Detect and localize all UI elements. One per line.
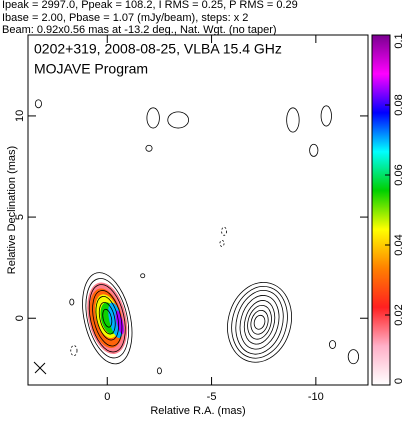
contour xyxy=(145,144,153,152)
contour xyxy=(146,107,160,129)
x-tick-label: 0 xyxy=(104,391,110,403)
colorbar-tick-label: 0.02 xyxy=(393,304,405,325)
contour xyxy=(69,298,75,306)
chart-title: 0202+319, 2008-08-25, VLBA 15.4 GHz xyxy=(34,41,282,57)
contour xyxy=(140,273,146,279)
beam xyxy=(33,361,47,375)
contour xyxy=(34,99,42,109)
y-tick-label: 0 xyxy=(14,315,26,321)
contour xyxy=(156,367,162,375)
colorbar-tick-label: 0.1 xyxy=(393,33,405,48)
contour xyxy=(286,107,300,133)
contour xyxy=(329,340,337,349)
header-line: Beam: 0.92x0.56 mas at -13.2 deg., Nat. … xyxy=(2,24,277,36)
x-axis-label: Relative R.A. (mas) xyxy=(150,405,245,417)
contour xyxy=(250,309,269,335)
x-tick-label: -10 xyxy=(308,391,324,403)
y-tick-label: 5 xyxy=(14,214,26,220)
y-tick-label: 10 xyxy=(14,110,26,122)
x-tick-label: -5 xyxy=(207,391,217,403)
plot-frame xyxy=(27,34,369,386)
contour xyxy=(309,143,319,157)
contour xyxy=(82,272,133,365)
colorbar xyxy=(371,34,391,386)
colorbar-tick-label: 0.06 xyxy=(393,164,405,185)
contour xyxy=(98,301,116,335)
contour xyxy=(243,300,276,345)
contour xyxy=(247,305,272,340)
contour xyxy=(88,284,126,353)
colorbar-tick-label: 0.08 xyxy=(393,94,405,115)
contour xyxy=(239,295,280,350)
contour xyxy=(221,226,227,236)
colorbar-tick-label: 0.04 xyxy=(393,234,405,255)
contour xyxy=(347,349,360,365)
contour xyxy=(85,278,130,359)
contour xyxy=(70,345,78,357)
header-line: Ipeak = 2997.0, Ppeak = 108.2, I RMS = 0… xyxy=(2,0,298,11)
contour xyxy=(102,308,113,328)
contour xyxy=(231,286,288,359)
colorbar-tick-label: 0 xyxy=(393,378,405,384)
contour xyxy=(92,290,123,347)
beam-minor xyxy=(34,362,46,374)
y-axis-label: Relative Declination (mas) xyxy=(6,146,18,274)
contour xyxy=(235,290,284,355)
contour xyxy=(253,314,266,330)
contour xyxy=(167,111,190,129)
contour xyxy=(227,281,292,363)
contour xyxy=(95,296,119,341)
chart-subtitle: MOJAVE Program xyxy=(34,61,148,77)
header-line: Ibase = 2.00, Pbase = 1.07 (mJy/beam), s… xyxy=(2,12,248,24)
contour xyxy=(219,239,225,247)
contour xyxy=(320,105,332,127)
